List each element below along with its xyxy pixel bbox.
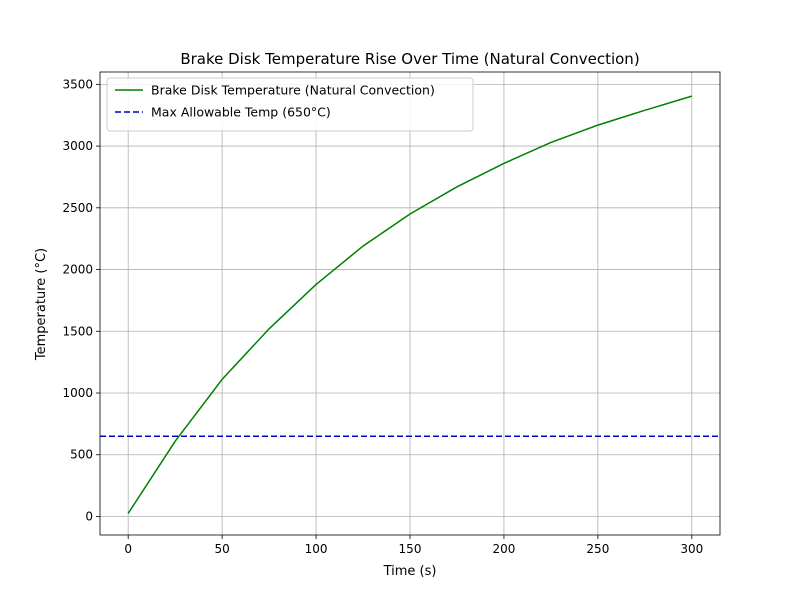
x-axis-label: Time (s) [383, 564, 437, 579]
plot-area: 0 50 100 150 200 250 3000500100015002000250030… [62, 71, 721, 556]
y-tick-label: 3000 [62, 139, 93, 153]
x-tick-label: 150 [399, 542, 422, 556]
y-tick-label: 2500 [62, 201, 93, 215]
y-tick-label: 2000 [62, 263, 93, 277]
y-tick-label: 500 [70, 448, 93, 462]
x-tick-label: 0 [124, 542, 132, 556]
y-tick-label: 1000 [62, 386, 93, 400]
legend-box [106, 77, 474, 132]
series-line-0 [127, 95, 693, 514]
x-tick-label: 200 [492, 542, 515, 556]
y-tick-label: 0 [85, 509, 93, 523]
legend-label: Max Allowable Temp (650°C) [151, 105, 331, 120]
legend: Brake Disk Temperature (Natural Convecti… [106, 77, 474, 132]
legend-label: Brake Disk Temperature (Natural Convecti… [151, 83, 435, 98]
y-axis-label: Temperature (°C) [34, 248, 49, 361]
y-tick-label: 3500 [62, 77, 93, 91]
x-tick-label: 50 [214, 542, 229, 556]
x-tick-label: 100 [305, 542, 328, 556]
plot-frame [99, 71, 721, 536]
chart-title: Brake Disk Temperature Rise Over Time (N… [180, 50, 639, 68]
x-tick-label: 300 [680, 542, 703, 556]
x-tick-label: 250 [586, 542, 609, 556]
y-tick-label: 1500 [62, 324, 93, 338]
